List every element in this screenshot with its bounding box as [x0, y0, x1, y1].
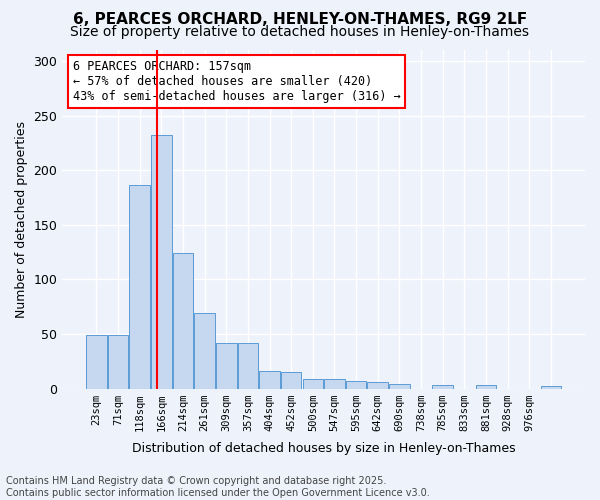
Text: 6 PEARCES ORCHARD: 157sqm
← 57% of detached houses are smaller (420)
43% of semi: 6 PEARCES ORCHARD: 157sqm ← 57% of detac… [73, 60, 400, 103]
Text: Contains HM Land Registry data © Crown copyright and database right 2025.
Contai: Contains HM Land Registry data © Crown c… [6, 476, 430, 498]
Bar [238, 342, 258, 388]
Bar [86, 335, 107, 388]
Bar [433, 386, 453, 388]
X-axis label: Distribution of detached houses by size in Henley-on-Thames: Distribution of detached houses by size … [132, 442, 515, 455]
Bar [173, 253, 193, 388]
Bar [367, 382, 388, 388]
Text: Size of property relative to detached houses in Henley-on-Thames: Size of property relative to detached ho… [71, 25, 530, 39]
Bar [281, 372, 301, 388]
Bar [151, 135, 172, 388]
Bar [541, 386, 561, 388]
Bar [259, 371, 280, 388]
Bar [302, 378, 323, 388]
Text: 6, PEARCES ORCHARD, HENLEY-ON-THAMES, RG9 2LF: 6, PEARCES ORCHARD, HENLEY-ON-THAMES, RG… [73, 12, 527, 28]
Bar [346, 381, 367, 388]
Bar [194, 313, 215, 388]
Bar [476, 386, 496, 388]
Bar [130, 186, 150, 388]
Bar [389, 384, 410, 388]
Bar [324, 378, 345, 388]
Bar [216, 342, 236, 388]
Y-axis label: Number of detached properties: Number of detached properties [15, 121, 28, 318]
Bar [107, 335, 128, 388]
